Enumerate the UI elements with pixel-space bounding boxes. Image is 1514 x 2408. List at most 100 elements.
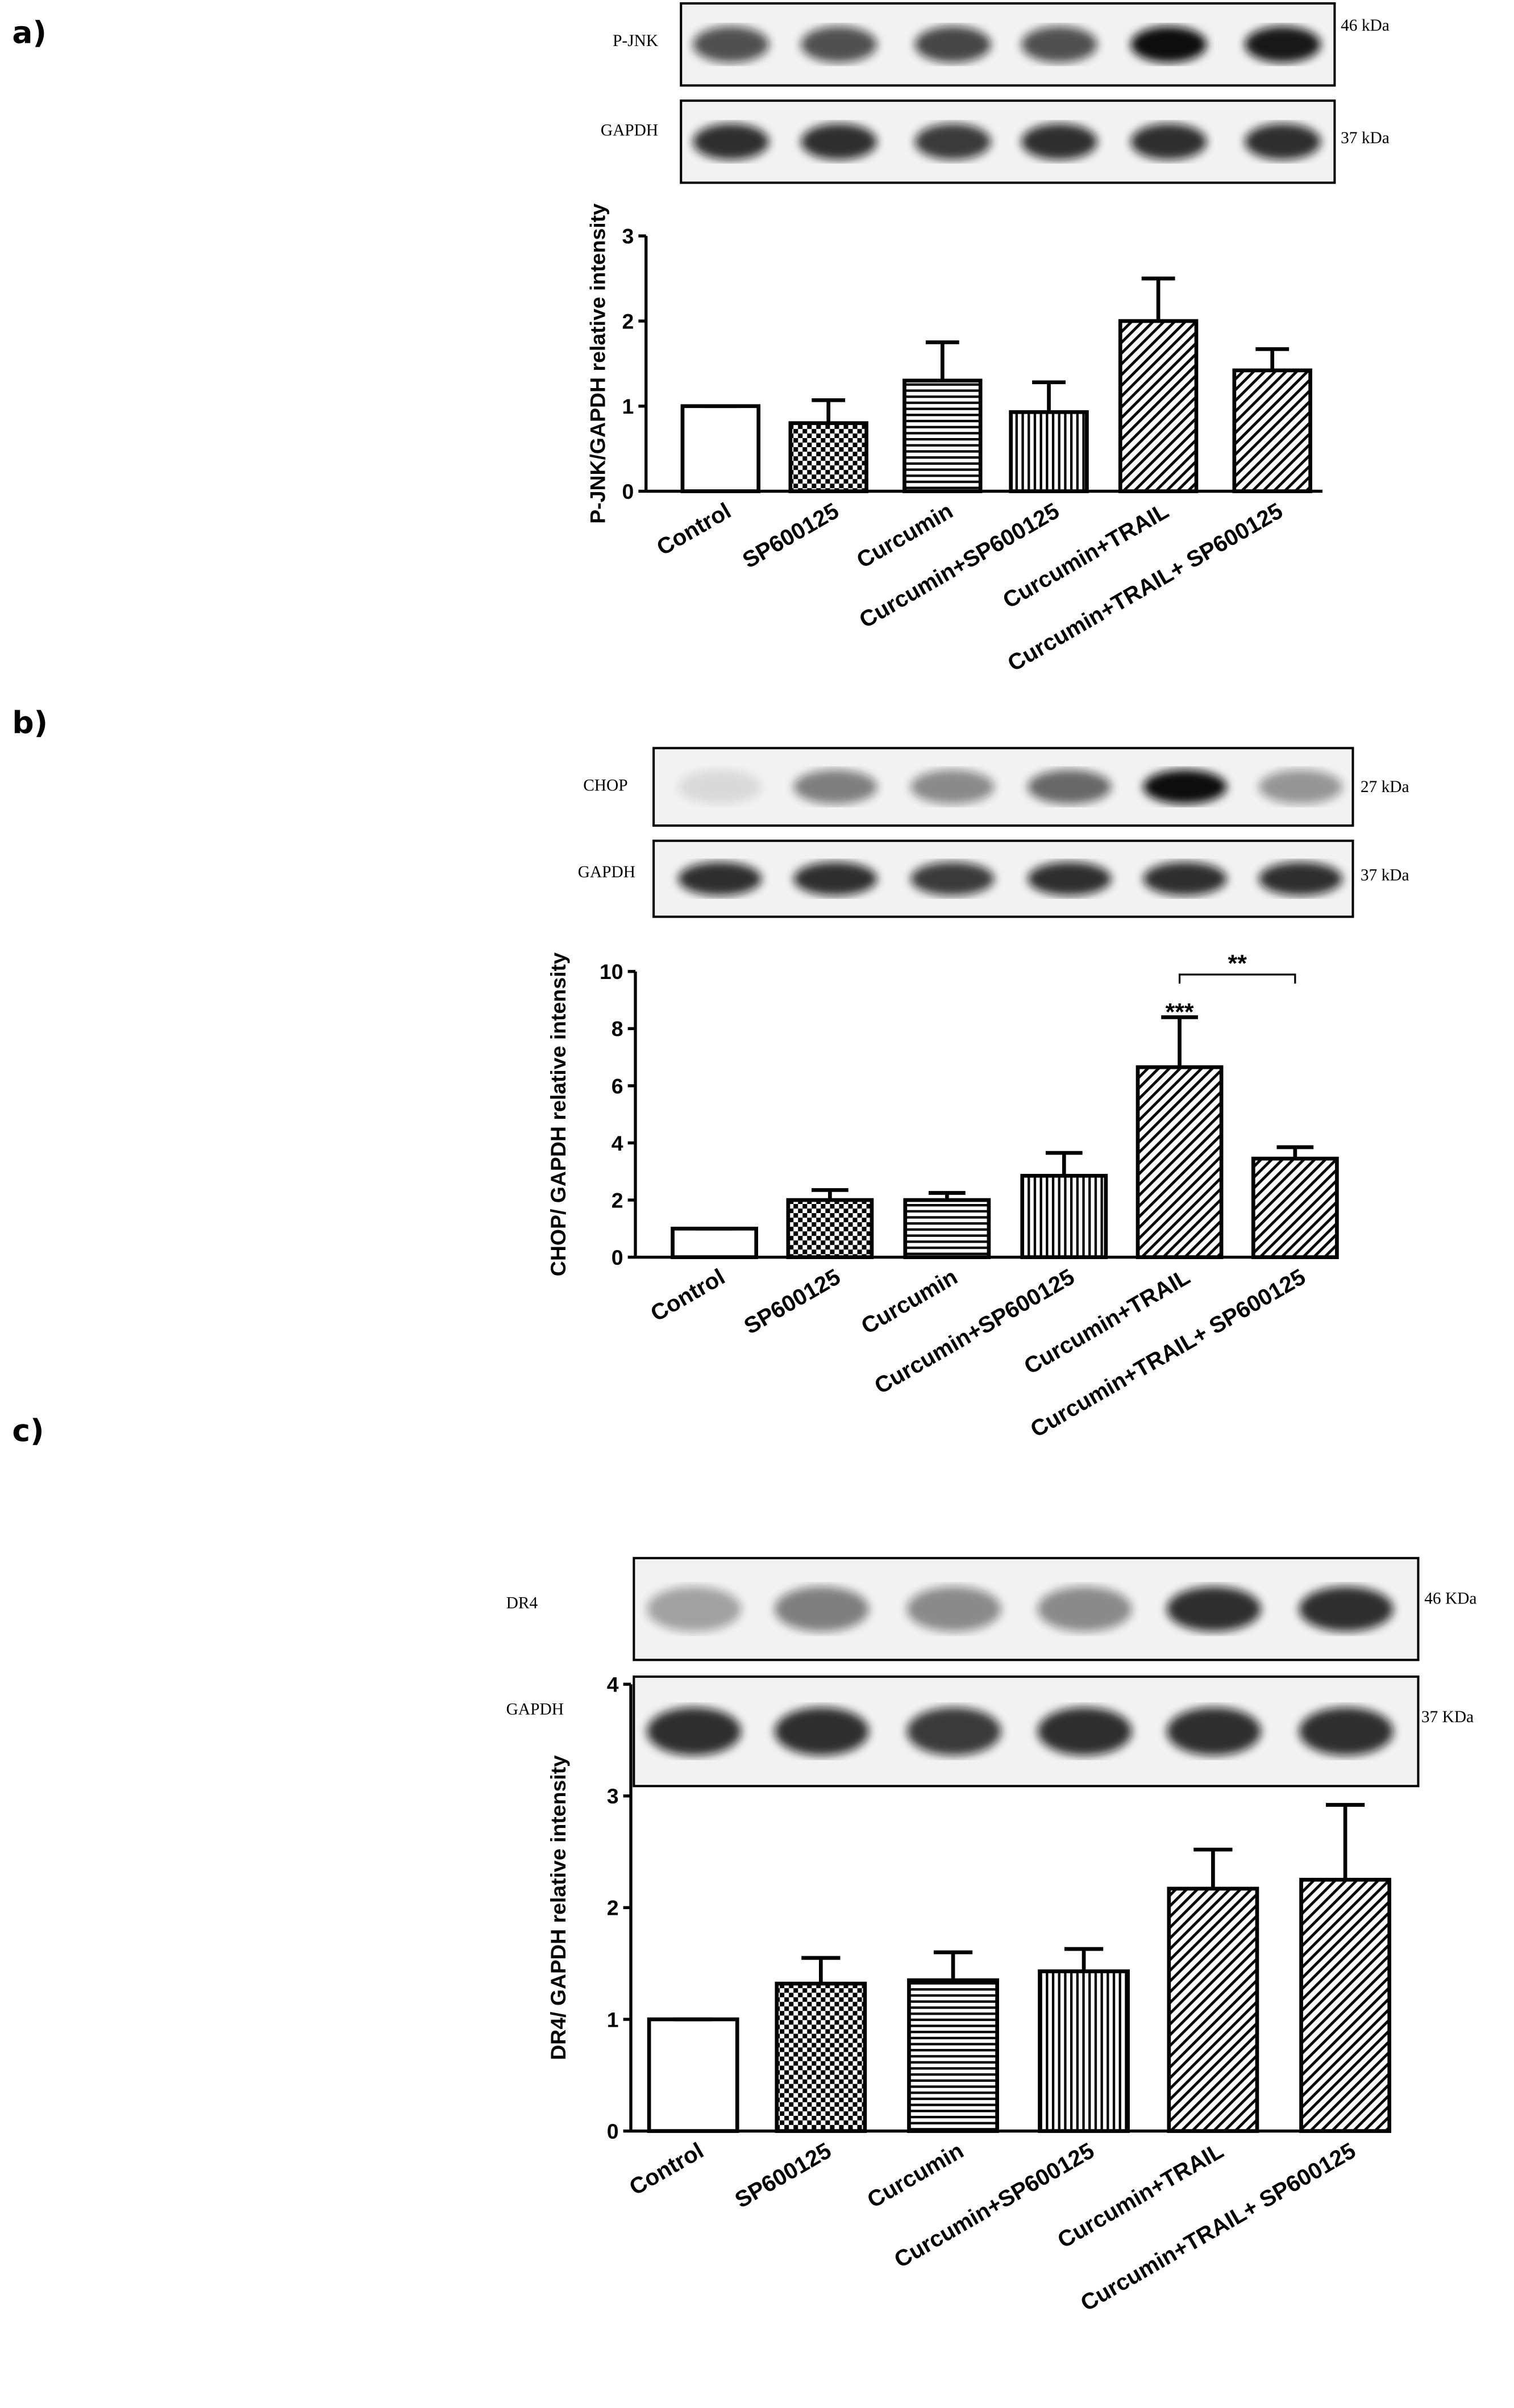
error-bar [812,398,846,423]
error-bar [812,1188,848,1201]
blot-band [1245,123,1321,160]
blot-label: DR4 [506,1594,538,1612]
bar [1167,1886,1259,2133]
blot-band [914,123,991,160]
significance: ** [1228,950,1247,977]
x-tick-label: SP600125 [738,498,843,573]
bar [788,421,868,493]
blot-band [1037,1707,1132,1756]
blot-marker: 37 KDa [1421,1708,1474,1726]
bar [1118,319,1199,493]
blot-band [1299,1707,1394,1756]
blot-band [906,1707,1001,1756]
error-bar [1193,1847,1233,1889]
blot-frame [680,99,1336,184]
y-axis-label: DR4/ GAPDH relative intensity [546,1755,570,2060]
blot-band [647,1586,742,1632]
blot-label: GAPDH [506,1701,564,1719]
bar [903,1198,991,1259]
x-tick-label: SP600125 [740,1264,845,1339]
error-bar [1045,1151,1083,1176]
y-tick-label: 2 [607,1896,619,1920]
blot-band [647,1707,742,1756]
error-bar [801,1956,841,1984]
bar [1251,1156,1339,1259]
blot-band [678,769,762,804]
blot-band [1299,1586,1394,1632]
x-tick-label: Curcumin+SP600125 [855,498,1063,633]
bar [775,1981,867,2133]
bar [1009,410,1089,493]
error-bar [928,1191,966,1201]
x-tick-label: Control [652,498,735,560]
panel-label: c) [12,1413,44,1448]
x-tick-label: SP600125 [730,2138,835,2213]
y-tick-label: 2 [622,309,634,333]
blot-band [1143,769,1227,804]
blot-frame [652,839,1354,918]
blot-label: P-JNK [613,32,658,50]
blot-label: CHOP [583,776,627,794]
blot-frame [652,747,1354,827]
blot-band [1258,769,1343,804]
y-tick-label: 0 [612,1245,623,1269]
y-axis-label: P-JNK/GAPDH relative intensity [586,203,610,524]
y-tick-label: 3 [622,224,634,248]
bar [671,1226,759,1259]
blot-label: GAPDH [601,122,658,140]
significance: *** [1166,999,1194,1026]
blot-frame [633,1557,1420,1661]
significance-bracket [1178,973,1296,984]
blot-band [1028,862,1112,896]
blot-band [1143,862,1227,896]
y-tick-label: 4 [607,1673,619,1697]
x-tick-label: Curcumin [863,2138,968,2213]
blot-band [910,862,995,896]
blot-band [1167,1707,1261,1756]
x-tick-label: Control [625,2138,708,2200]
y-tick-label: 1 [622,394,634,418]
blot-band [1021,123,1097,160]
x-tick-label: Curcumin+SP600125 [870,1264,1079,1399]
y-tick-label: 1 [607,2007,619,2031]
blot-band [1167,1586,1261,1632]
bar [647,2017,739,2133]
blot-marker: 46 KDa [1424,1589,1476,1607]
error-bar [925,340,959,381]
blot-label: GAPDH [578,863,635,881]
blot-band [801,26,877,63]
y-tick-label: 6 [612,1074,623,1098]
blot-band [1130,123,1207,160]
y-tick-label: 10 [600,960,623,984]
blot-band [910,769,995,804]
y-tick-label: 0 [622,480,634,503]
bar [1232,368,1312,493]
blot-marker: 27 kDa [1361,778,1409,796]
y-tick-label: 4 [612,1131,623,1155]
blot-frame [633,1675,1420,1788]
blot-band [1037,1586,1132,1632]
panel-label: a) [12,15,47,51]
blot-band [793,769,877,804]
error-bar [1161,1015,1198,1068]
blot-band [775,1707,869,1756]
blot-marker: 46 kDa [1341,16,1390,35]
bar [1038,1969,1130,2133]
error-bar [1325,1803,1365,1880]
y-tick-label: 0 [607,2119,619,2143]
blot-marker: 37 kDa [1341,129,1390,147]
blot-band [793,862,877,896]
y-tick-label: 3 [607,1784,619,1808]
error-bar [1032,380,1066,413]
y-tick-label: 2 [612,1188,623,1212]
bar [680,404,761,493]
blot-band [1028,769,1112,804]
blot-band [1130,26,1207,63]
blot-band [1258,862,1343,896]
y-tick-label: 8 [612,1017,623,1041]
error-bar [933,1950,973,1981]
bar [902,378,983,493]
error-bar [1141,276,1175,322]
